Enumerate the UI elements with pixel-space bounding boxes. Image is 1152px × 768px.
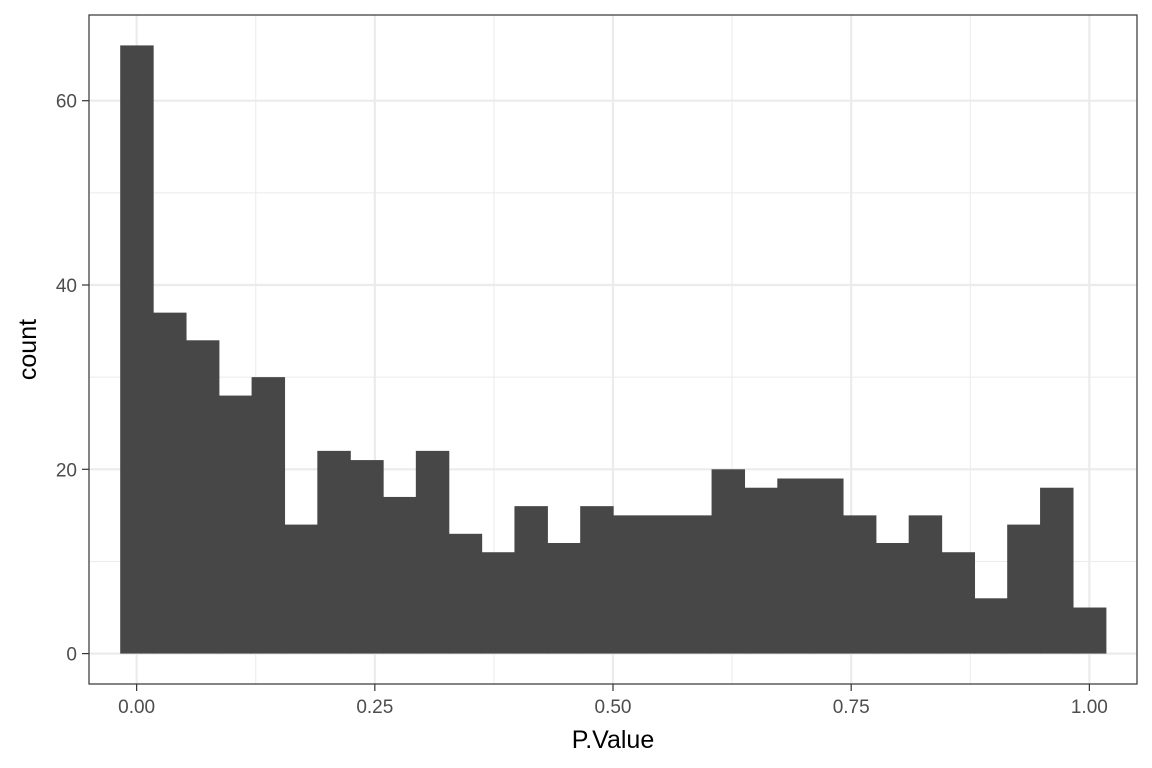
histogram-bar [1040, 487, 1074, 654]
histogram-bar [974, 598, 1008, 654]
histogram-bar [941, 552, 976, 654]
x-tick-label: 0.00 [118, 697, 155, 718]
histogram-bar [777, 478, 811, 654]
histogram-bar [350, 460, 384, 654]
histogram-bar [153, 312, 187, 654]
x-axis: 0.00 0.25 0.50 0.75 1.00 [118, 684, 1108, 718]
y-axis: 0 20 40 60 [56, 92, 89, 666]
histogram-bar [383, 496, 417, 654]
histogram-bar [711, 469, 746, 654]
histogram-bar [481, 552, 516, 654]
histogram-bars [120, 45, 1107, 654]
histogram-bar [284, 524, 318, 654]
histogram-bar [448, 533, 483, 654]
y-tick-label: 0 [66, 645, 77, 666]
y-tick-label: 40 [56, 276, 77, 297]
x-axis-title: P.Value [572, 726, 654, 754]
y-axis-title: count [14, 319, 42, 380]
histogram-bar [612, 515, 647, 654]
histogram-bar [810, 478, 844, 654]
y-tick-label: 20 [56, 460, 77, 481]
histogram-bar [678, 515, 713, 654]
x-tick-label: 0.75 [833, 697, 870, 718]
histogram-bar [547, 543, 581, 654]
histogram-bar [317, 450, 351, 654]
histogram-bar [1007, 524, 1041, 654]
histogram-bar [251, 377, 286, 654]
y-tick-label: 60 [56, 92, 77, 113]
histogram-bar [842, 515, 877, 654]
histogram-bar [908, 515, 943, 654]
histogram-bar [185, 340, 220, 654]
histogram-bar [120, 45, 154, 654]
histogram-bar [1072, 607, 1107, 654]
histogram-bar [218, 395, 253, 654]
x-tick-label: 0.25 [356, 697, 393, 718]
x-tick-label: 0.50 [595, 697, 632, 718]
histogram-bar [744, 487, 778, 654]
histogram-bar [645, 515, 680, 654]
histogram-bar [875, 543, 910, 654]
histogram-bar [415, 450, 450, 654]
histogram-bar [580, 506, 614, 654]
x-tick-label: 1.00 [1071, 697, 1108, 718]
histogram-bar [514, 506, 548, 654]
